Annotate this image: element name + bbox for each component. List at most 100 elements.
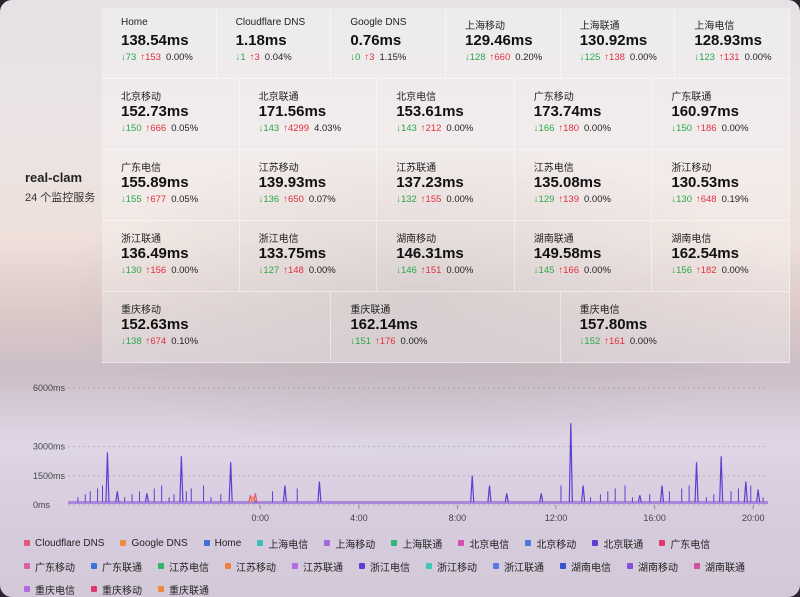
monitor-name: 北京移动 [121,92,161,103]
monitor-latency: 146.31ms [396,245,464,262]
legend-swatch [120,540,127,546]
legend-item[interactable]: 北京电信 [458,536,509,551]
min-latency: ↓132 [396,194,417,205]
latency-spike [659,485,665,503]
min-latency: ↓156 [671,265,692,276]
monitor-cell[interactable]: Cloudflare DNS 1.18ms ↓1 ↑3 0.04% [216,8,332,79]
monitor-cell[interactable]: 重庆电信 157.80ms ↓152 ↑161 0.00% [560,292,790,363]
legend-label: 湖南电信 [571,562,611,574]
legend-label: Google DNS [131,537,188,549]
monitor-stats: ↓127 ↑148 0.00% [259,265,377,276]
monitor-cell[interactable]: Home 138.54ms ↓73 ↑153 0.00% [102,8,217,79]
legend-swatch [525,540,532,546]
legend-item[interactable]: 江苏联通 [292,559,343,574]
legend-item[interactable]: 北京联通 [592,536,643,551]
packet-loss: 0.00% [446,194,474,205]
monitor-cell[interactable]: 浙江移动 130.53ms ↓130 ↑648 0.19% [652,150,790,221]
monitor-name: 重庆电信 [579,305,620,316]
legend-label: Home [214,537,242,549]
packet-loss: 0.00% [584,265,611,276]
max-latency: ↑4299 [283,123,310,134]
monitor-cell[interactable]: 北京移动 152.73ms ↓150 ↑666 0.05% [102,79,240,150]
legend-label: 广东移动 [35,562,75,574]
monitor-stats: ↓125 ↑138 0.00% [580,52,675,63]
legend-item[interactable]: 浙江移动 [426,559,477,574]
monitor-cell[interactable]: 湖南联通 149.58ms ↓145 ↑166 0.00% [514,221,653,292]
monitor-cell[interactable]: 重庆移动 152.63ms ↓138 ↑674 0.10% [102,292,332,363]
min-latency: ↓73 [121,52,137,63]
legend-item[interactable]: 重庆移动 [91,582,142,597]
legend-swatch [225,563,231,569]
monitor-latency: 135.08ms [533,174,602,191]
legend-label: 浙江联通 [504,562,544,574]
monitor-cell[interactable]: 上海移动 129.46ms ↓128 ↑660 0.20% [446,8,561,79]
monitor-stats: ↓155 ↑677 0.05% [121,194,239,205]
min-latency: ↓1 [235,52,246,63]
monitor-cell[interactable]: 江苏联通 137.23ms ↓132 ↑155 0.00% [377,150,515,221]
legend-item[interactable]: 浙江电信 [359,559,410,574]
monitor-cell[interactable]: 湖南电信 162.54ms ↓156 ↑182 0.00% [652,221,790,292]
legend-item[interactable]: 上海移动 [324,536,375,551]
monitor-name: 广东联通 [671,92,712,103]
latency-spike [253,493,258,503]
monitor-stats: ↓151 ↑176 0.00% [350,336,559,347]
legend-label: 重庆电信 [35,585,75,597]
legend-swatch [91,586,97,592]
legend-item[interactable]: 湖南联通 [694,559,745,574]
legend-item[interactable]: 北京移动 [525,536,576,551]
monitor-stats: ↓150 ↑186 0.00% [671,123,789,134]
legend-item[interactable]: Home [203,536,242,550]
legend-item[interactable]: 广东移动 [24,559,75,574]
monitor-cell[interactable]: 上海电信 128.93ms ↓123 ↑131 0.00% [675,8,791,79]
legend-swatch [24,586,30,592]
legend-item[interactable]: 江苏移动 [225,559,276,574]
monitor-cell[interactable]: 广东联通 160.97ms ↓150 ↑186 0.00% [652,79,790,150]
legend-item[interactable]: Google DNS [120,536,188,550]
x-tick-label: 4:00 [350,513,368,523]
monitor-cell[interactable]: 江苏电信 135.08ms ↓129 ↑139 0.00% [514,150,653,221]
monitor-stats: ↓156 ↑182 0.00% [671,265,789,276]
legend-item[interactable]: 浙江联通 [493,559,544,574]
min-latency: ↓150 [121,123,142,134]
monitor-cell[interactable]: 北京电信 153.61ms ↓143 ↑212 0.00% [377,79,515,150]
legend-item[interactable]: 上海联通 [391,536,442,551]
monitor-cell[interactable]: 广东电信 155.89ms ↓155 ↑677 0.05% [102,150,240,221]
monitor-cell[interactable]: 江苏移动 139.93ms ↓136 ↑650 0.07% [239,150,378,221]
monitor-cell[interactable]: 湖南移动 146.31ms ↓146 ↑151 0.00% [377,221,515,292]
packet-loss: 0.00% [446,123,474,134]
monitor-row: 重庆移动 152.63ms ↓138 ↑674 0.10% 重庆联通 162.14ms ↓15… [102,292,790,363]
min-latency: ↓125 [579,52,601,63]
packet-loss: 4.03% [314,123,342,134]
min-latency: ↓146 [396,265,417,276]
min-latency: ↓155 [121,194,142,205]
legend-item[interactable]: 江苏电信 [158,559,209,574]
legend-item[interactable]: 广东联通 [91,559,142,574]
legend-item[interactable]: 上海电信 [257,536,308,551]
packet-loss: 1.15% [379,52,407,63]
monitor-latency: 162.54ms [671,245,739,262]
monitor-cell[interactable]: 北京联通 171.56ms ↓143 ↑4299 4.03% [239,79,378,150]
legend-item[interactable]: 湖南移动 [627,559,678,574]
monitor-name: 浙江移动 [671,163,712,174]
legend-item[interactable]: 重庆联通 [158,582,209,597]
monitor-cell[interactable]: Google DNS 0.76ms ↓0 ↑3 1.15% [331,8,447,79]
monitor-cell[interactable]: 广东移动 173.74ms ↓166 ↑180 0.00% [514,79,653,150]
legend-label: 广东电信 [670,539,711,551]
legend-swatch [659,540,666,546]
legend-item[interactable]: 广东电信 [659,536,711,551]
monitor-cell[interactable]: 浙江联通 136.49ms ↓130 ↑156 0.00% [102,221,240,292]
monitor-latency: 137.23ms [396,174,464,191]
legend-swatch [324,540,331,546]
legend-item[interactable]: 重庆电信 [24,582,75,597]
monitor-latency: 0.76ms [350,32,402,49]
monitor-cell[interactable]: 浙江电信 133.75ms ↓127 ↑148 0.00% [239,221,378,292]
legend-item[interactable]: Cloudflare DNS [24,536,104,550]
monitor-latency: 173.74ms [533,103,602,120]
monitor-name: 江苏联通 [396,163,437,174]
latency-spike [144,493,149,503]
legend-item[interactable]: 湖南电信 [560,559,611,574]
monitor-cell[interactable]: 重庆联通 162.14ms ↓151 ↑176 0.00% [331,292,561,363]
monitor-cell[interactable]: 上海联通 130.92ms ↓125 ↑138 0.00% [560,8,676,79]
monitor-stats: ↓73 ↑153 0.00% [121,52,216,63]
y-tick-label: 3000ms [33,442,66,452]
